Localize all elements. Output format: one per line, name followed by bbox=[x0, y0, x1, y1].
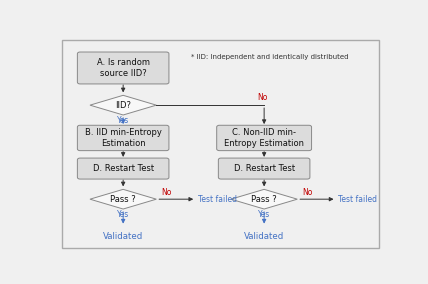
Text: Yes: Yes bbox=[117, 116, 129, 125]
Text: B. IID min-Entropy
Estimation: B. IID min-Entropy Estimation bbox=[85, 128, 162, 148]
Text: Test failed: Test failed bbox=[338, 195, 377, 204]
Polygon shape bbox=[231, 189, 297, 209]
Text: Yes: Yes bbox=[258, 210, 270, 219]
Text: No: No bbox=[302, 187, 312, 197]
FancyBboxPatch shape bbox=[218, 158, 310, 179]
Text: Test failed: Test failed bbox=[198, 195, 237, 204]
Text: Pass ?: Pass ? bbox=[251, 195, 277, 204]
Polygon shape bbox=[90, 189, 156, 209]
Text: * IID: Independent and identically distributed: * IID: Independent and identically distr… bbox=[191, 54, 349, 60]
Text: D. Restart Test: D. Restart Test bbox=[234, 164, 295, 173]
Text: No: No bbox=[161, 187, 172, 197]
FancyBboxPatch shape bbox=[77, 125, 169, 151]
Text: Yes: Yes bbox=[117, 210, 129, 219]
Polygon shape bbox=[90, 95, 156, 115]
Text: Validated: Validated bbox=[244, 232, 284, 241]
Text: A. Is random
source IID?: A. Is random source IID? bbox=[97, 58, 150, 78]
Text: IID?: IID? bbox=[115, 101, 131, 110]
FancyBboxPatch shape bbox=[62, 39, 378, 248]
Text: C. Non-IID min-
Entropy Estimation: C. Non-IID min- Entropy Estimation bbox=[224, 128, 304, 148]
Text: D. Restart Test: D. Restart Test bbox=[92, 164, 154, 173]
FancyBboxPatch shape bbox=[77, 52, 169, 84]
Text: No: No bbox=[257, 93, 268, 102]
FancyBboxPatch shape bbox=[77, 158, 169, 179]
Text: Validated: Validated bbox=[103, 232, 143, 241]
FancyBboxPatch shape bbox=[217, 125, 312, 151]
Text: Pass ?: Pass ? bbox=[110, 195, 136, 204]
